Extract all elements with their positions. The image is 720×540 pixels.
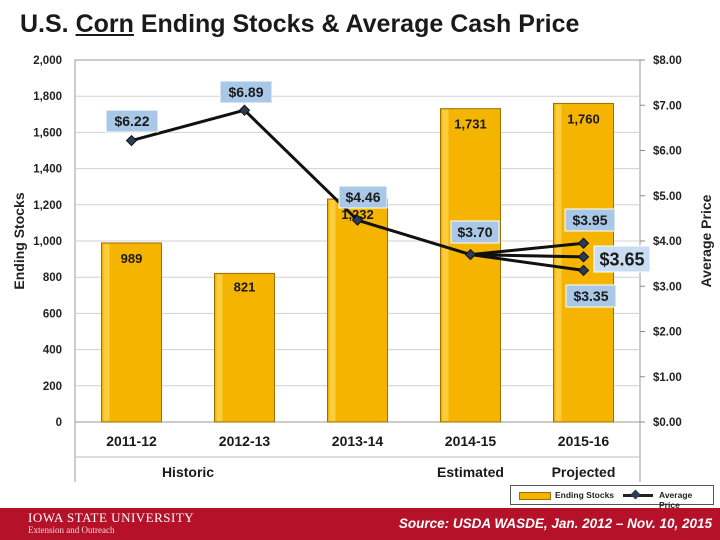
y-axis-right-title: Average Price: [698, 194, 714, 287]
left-tick-label: 600: [43, 308, 62, 320]
left-tick-label: 1,200: [33, 200, 62, 212]
bar-value-label: 1,760: [567, 111, 600, 126]
price-projection-line: [470, 253, 584, 259]
right-tick-label: $4.00: [653, 236, 682, 248]
price-projection-marker: [577, 251, 590, 263]
right-tick-label: $8.00: [653, 55, 682, 67]
price-projection-marker: [577, 264, 590, 277]
right-tick-label: $6.00: [653, 146, 682, 158]
price-projection-line: [470, 253, 584, 272]
left-tick-label: 800: [43, 272, 62, 284]
projection-label-mid: $3.65: [599, 249, 644, 269]
left-tick-label: 1,000: [33, 236, 62, 248]
bar: [327, 198, 388, 423]
right-tick-label: $7.00: [653, 100, 682, 112]
left-tick-label: 1,600: [33, 127, 62, 139]
price-label: $6.89: [228, 84, 263, 100]
price-label: $6.22: [114, 113, 149, 129]
price-marker: [238, 104, 251, 116]
university-logo-subtext: Extension and Outreach: [28, 525, 115, 535]
bar-value-label: 1,731: [454, 117, 487, 132]
bar-value-label: 989: [121, 251, 143, 266]
footer-bar: IOWA STATE UNIVERSITY Extension and Outr…: [0, 508, 720, 540]
bar-highlight: [329, 200, 336, 421]
left-tick-label: 400: [43, 345, 62, 357]
price-marker: [464, 248, 477, 261]
price-projection-line: [470, 241, 584, 257]
x-category-label: 2011-12: [106, 433, 157, 449]
x-group-label: Estimated: [437, 464, 504, 480]
price-projection-marker: [577, 237, 590, 249]
bar: [214, 272, 275, 423]
right-tick-label: $1.00: [653, 372, 682, 384]
left-tick-label: 200: [43, 381, 62, 393]
right-tick-label: $2.00: [653, 327, 682, 339]
price-marker: [125, 134, 138, 147]
right-tick-label: $5.00: [653, 191, 682, 203]
left-tick-label: 1,400: [33, 164, 62, 176]
legend-bar-swatch: [519, 492, 551, 500]
price-label: $3.70: [457, 224, 492, 240]
projection-label-high: $3.95: [572, 212, 607, 228]
right-tick-label: $3.00: [653, 281, 682, 293]
x-group-label: Historic: [162, 464, 214, 480]
bar-highlight: [555, 104, 562, 421]
price-label: $4.46: [345, 189, 380, 205]
projection-label-mid-box: [593, 245, 651, 273]
y-axis-left-title: Ending Stocks: [11, 192, 27, 289]
price-marker: [351, 214, 364, 226]
price-line: [131, 108, 471, 257]
x-category-label: 2013-14: [332, 433, 384, 449]
bar: [101, 242, 162, 423]
projection-label-high-box: [564, 208, 616, 232]
price-label-box: [450, 220, 500, 244]
price-label-box: [219, 80, 273, 104]
university-logo-text: IOWA STATE UNIVERSITY: [28, 510, 195, 525]
legend-marker-swatch: [630, 489, 641, 500]
bar-highlight: [216, 274, 223, 421]
bar-highlight: [103, 243, 110, 421]
price-label-box: [105, 109, 159, 133]
bar-value-label: 821: [234, 279, 256, 294]
right-tick-label: $0.00: [653, 417, 682, 429]
bar: [440, 108, 501, 423]
x-category-label: 2012-13: [219, 433, 271, 449]
chart-title: U.S. Corn Ending Stocks & Average Cash P…: [20, 10, 580, 38]
chart-legend: Ending Stocks Average Price: [510, 485, 714, 510]
legend-label-stocks: Ending Stocks: [555, 490, 615, 500]
price-label-box: [338, 185, 388, 209]
x-group-label: Projected: [552, 464, 616, 480]
left-tick-label: 2,000: [33, 55, 62, 67]
left-tick-label: 0: [56, 417, 62, 429]
left-tick-label: 1,800: [33, 91, 62, 103]
bar-highlight: [442, 109, 449, 422]
source-note: Source: USDA WASDE, Jan. 2012 – Nov. 10,…: [398, 516, 712, 531]
x-category-label: 2015-16: [558, 433, 610, 449]
projection-label-low-box: [565, 284, 617, 308]
projection-label-low: $3.35: [573, 288, 608, 304]
x-category-label: 2014-15: [445, 433, 497, 449]
legend-label-price: Average Price: [659, 490, 693, 510]
